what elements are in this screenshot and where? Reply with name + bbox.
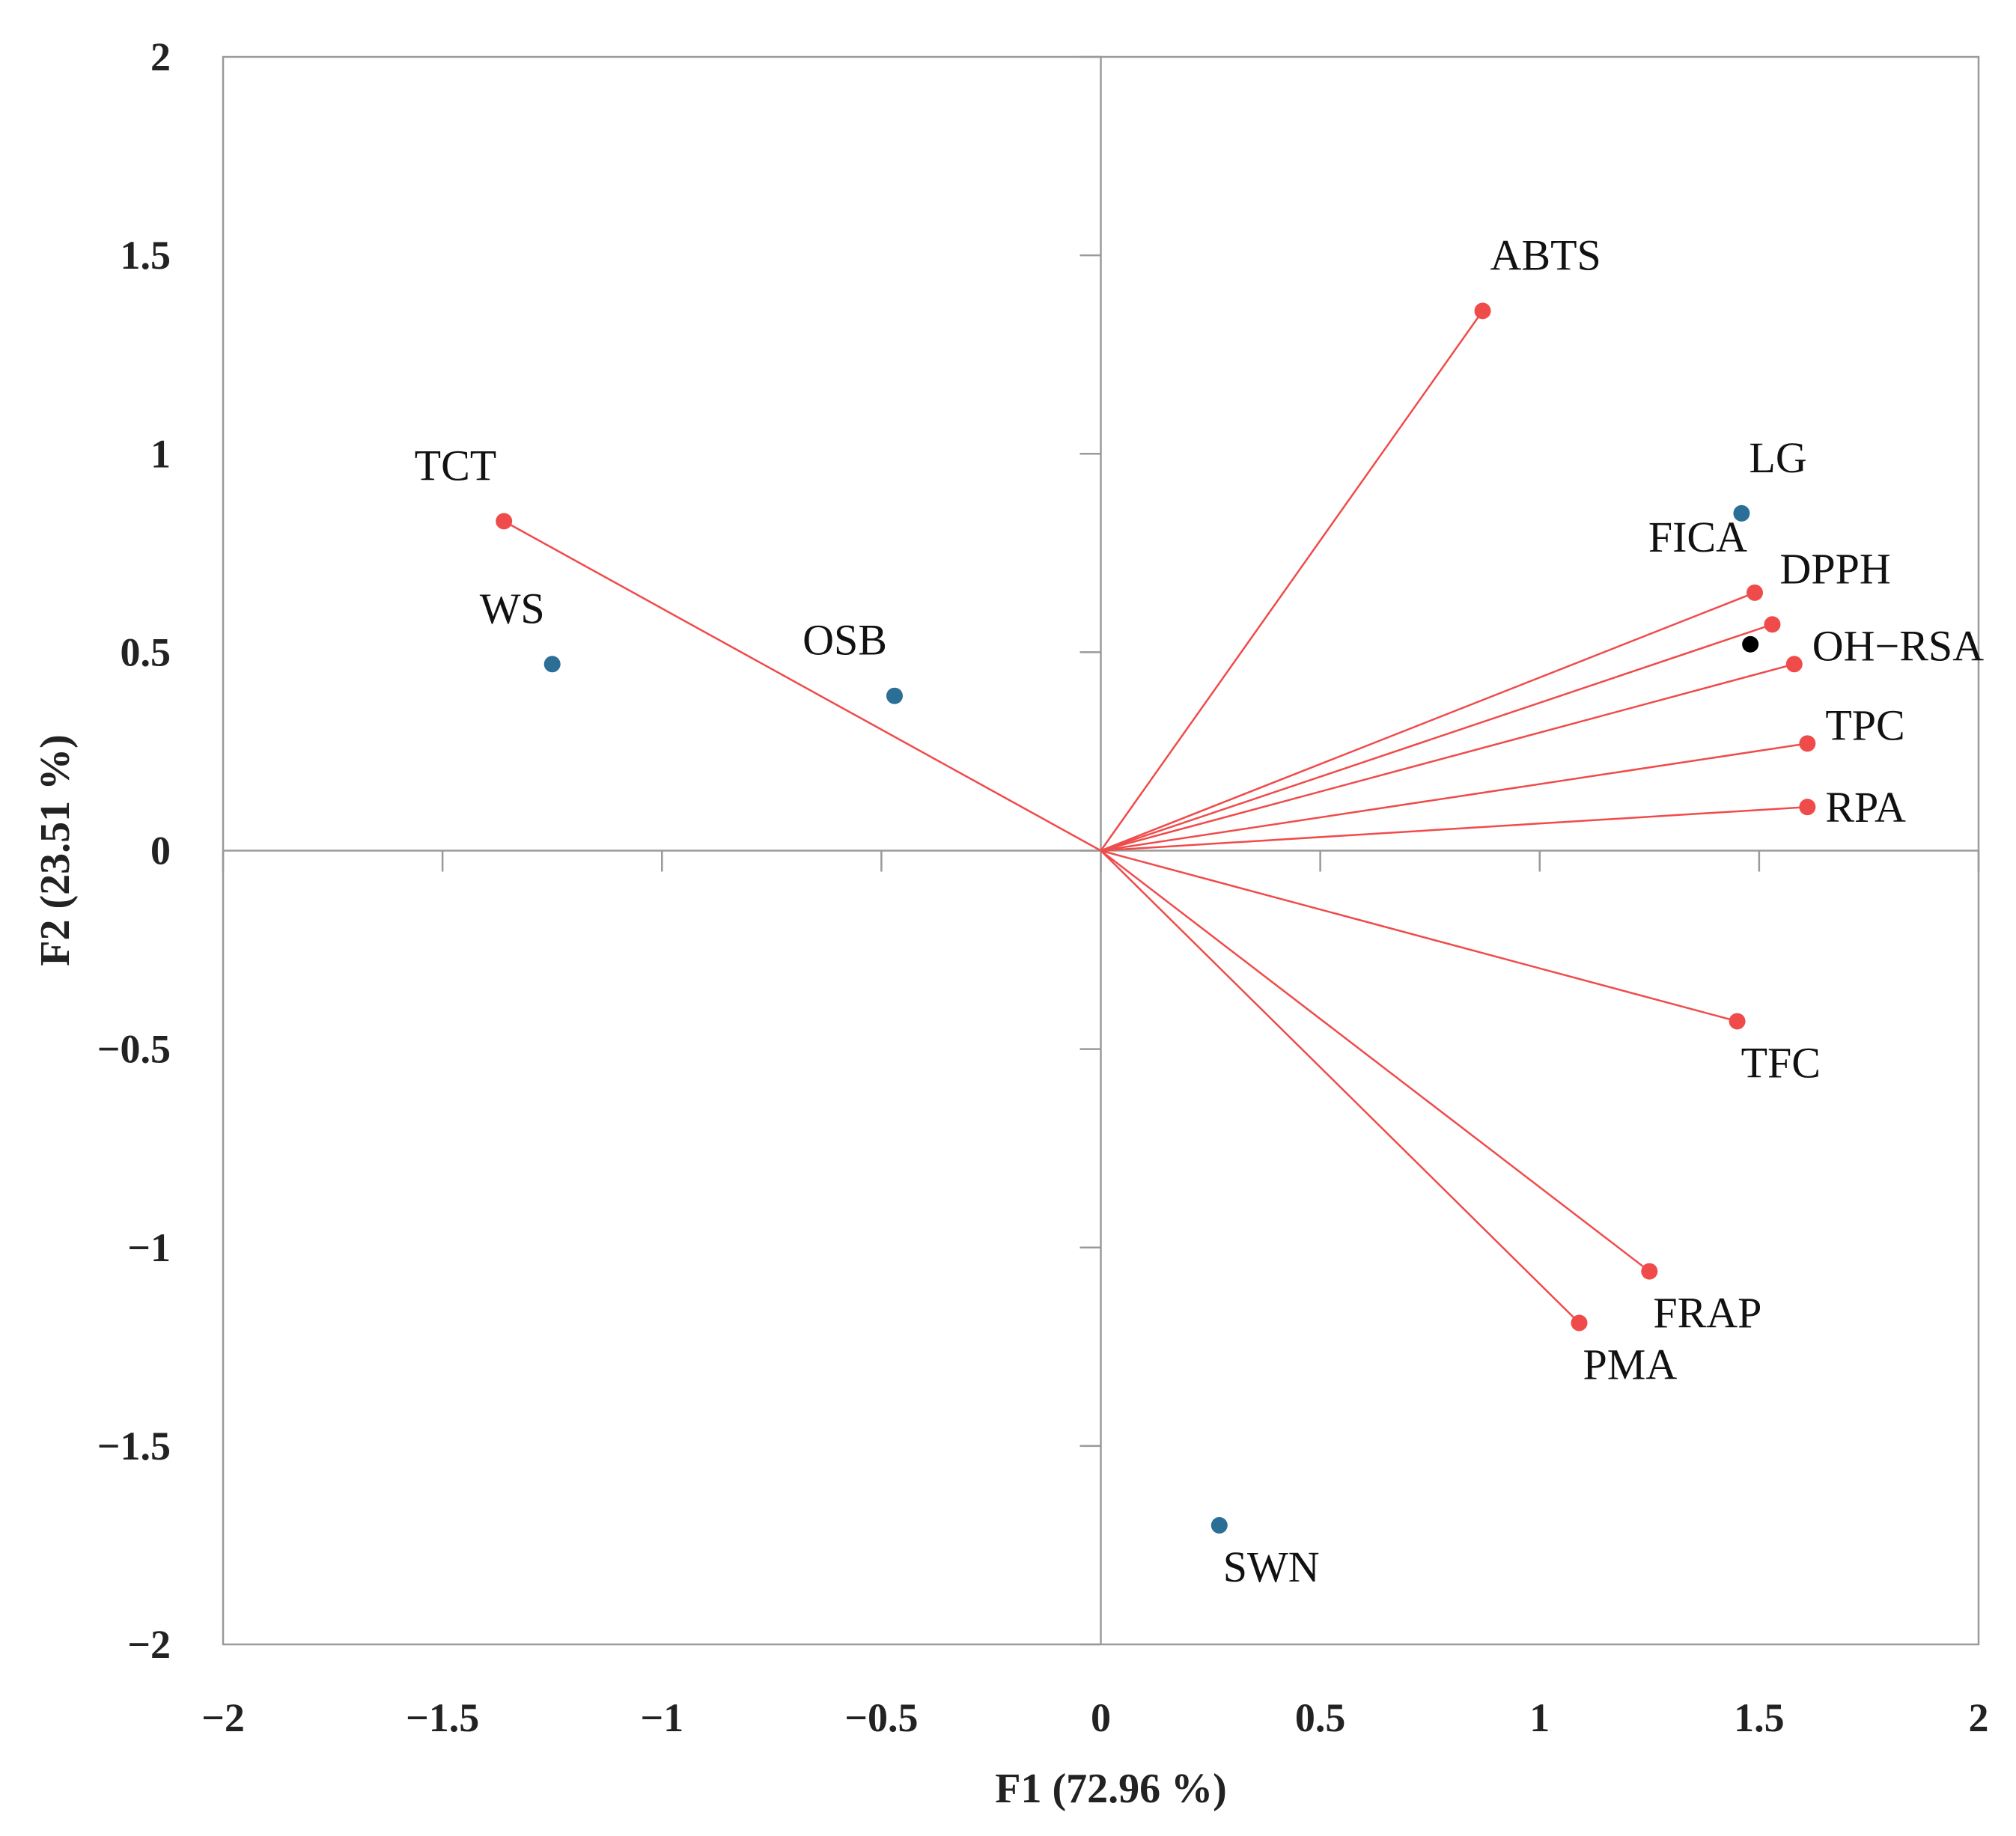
point-swn — [1210, 1516, 1228, 1534]
point-pma — [1571, 1314, 1588, 1332]
y-tick-label: 2 — [150, 34, 171, 79]
point-frap — [1641, 1263, 1658, 1280]
data-points — [496, 302, 1816, 1534]
vector-abts — [1100, 310, 1484, 852]
label-lg: LG — [1749, 433, 1806, 482]
point-oh-rsa — [1785, 656, 1803, 673]
x-tick-label: −1 — [640, 1695, 683, 1740]
x-tick-label: −2 — [201, 1695, 245, 1740]
y-tick-label: 1 — [150, 431, 171, 476]
x-tick-label: 1 — [1529, 1695, 1550, 1740]
variable-vectors — [503, 310, 1808, 1324]
y-tick-label: −2 — [127, 1622, 171, 1667]
point-dpph — [1764, 616, 1781, 633]
y-tick-label: 1.5 — [121, 233, 171, 278]
label-fica: FICA — [1648, 513, 1747, 561]
label-pma: PMA — [1583, 1340, 1678, 1388]
vector-rpa — [1100, 805, 1808, 852]
point-abts — [1474, 302, 1491, 320]
vector-frap — [1100, 850, 1651, 1272]
x-tick-label: −0.5 — [844, 1695, 918, 1740]
label-abts: ABTS — [1490, 231, 1601, 279]
y-tick-label: −1 — [127, 1225, 171, 1270]
vector-tfc — [1100, 850, 1738, 1022]
point-ws — [543, 656, 561, 673]
y-tick-label: −0.5 — [97, 1027, 171, 1072]
point-rpa — [1799, 799, 1816, 816]
x-axis-title: F1 (72.96 %) — [995, 1766, 1227, 1812]
point-tct — [496, 513, 513, 530]
vector-fica — [1100, 591, 1755, 852]
x-tick-label: 0.5 — [1295, 1695, 1346, 1740]
y-tick-label: 0 — [150, 829, 171, 873]
x-tick-label: 1.5 — [1734, 1695, 1785, 1740]
label-osb: OSB — [803, 616, 887, 665]
vector-tct — [503, 520, 1102, 852]
axis-ticks — [222, 55, 1980, 1646]
point-lg — [1733, 504, 1750, 522]
label-ws: WS — [480, 584, 545, 632]
label-tpc: TPC — [1825, 701, 1904, 749]
point-fica — [1747, 584, 1764, 601]
x-tick-label: 0 — [1091, 1695, 1111, 1740]
y-axis-title: F2 (23.51 %) — [32, 734, 79, 966]
y-tick-label: −1.5 — [97, 1424, 171, 1469]
point-centroid — [1742, 635, 1759, 653]
point-osb — [886, 687, 903, 704]
vector-pma — [1100, 850, 1580, 1324]
vector-tpc — [1100, 742, 1808, 852]
tick-labels: −2 −1.5 −1 −0.5 0 0.5 1 1.5 2 −2 −1.5 −1 −0.5 0 0.5 1 1.… — [97, 34, 1989, 1740]
label-swn: SWN — [1223, 1543, 1320, 1591]
vector-dpph — [1100, 623, 1773, 852]
label-tfc: TFC — [1741, 1039, 1821, 1088]
label-dpph: DPPH — [1779, 544, 1890, 593]
y-tick-label: 0.5 — [121, 629, 171, 674]
vector-oh-rsa — [1100, 663, 1795, 852]
point-tfc — [1729, 1013, 1746, 1030]
label-rpa: RPA — [1825, 783, 1906, 832]
x-tick-label: −1.5 — [406, 1695, 479, 1740]
label-oh-rsa: OH−RSA — [1812, 621, 1984, 670]
x-tick-label: 2 — [1969, 1695, 1989, 1740]
point-tpc — [1799, 735, 1816, 752]
label-tct: TCT — [415, 441, 497, 490]
label-frap: FRAP — [1653, 1289, 1761, 1338]
